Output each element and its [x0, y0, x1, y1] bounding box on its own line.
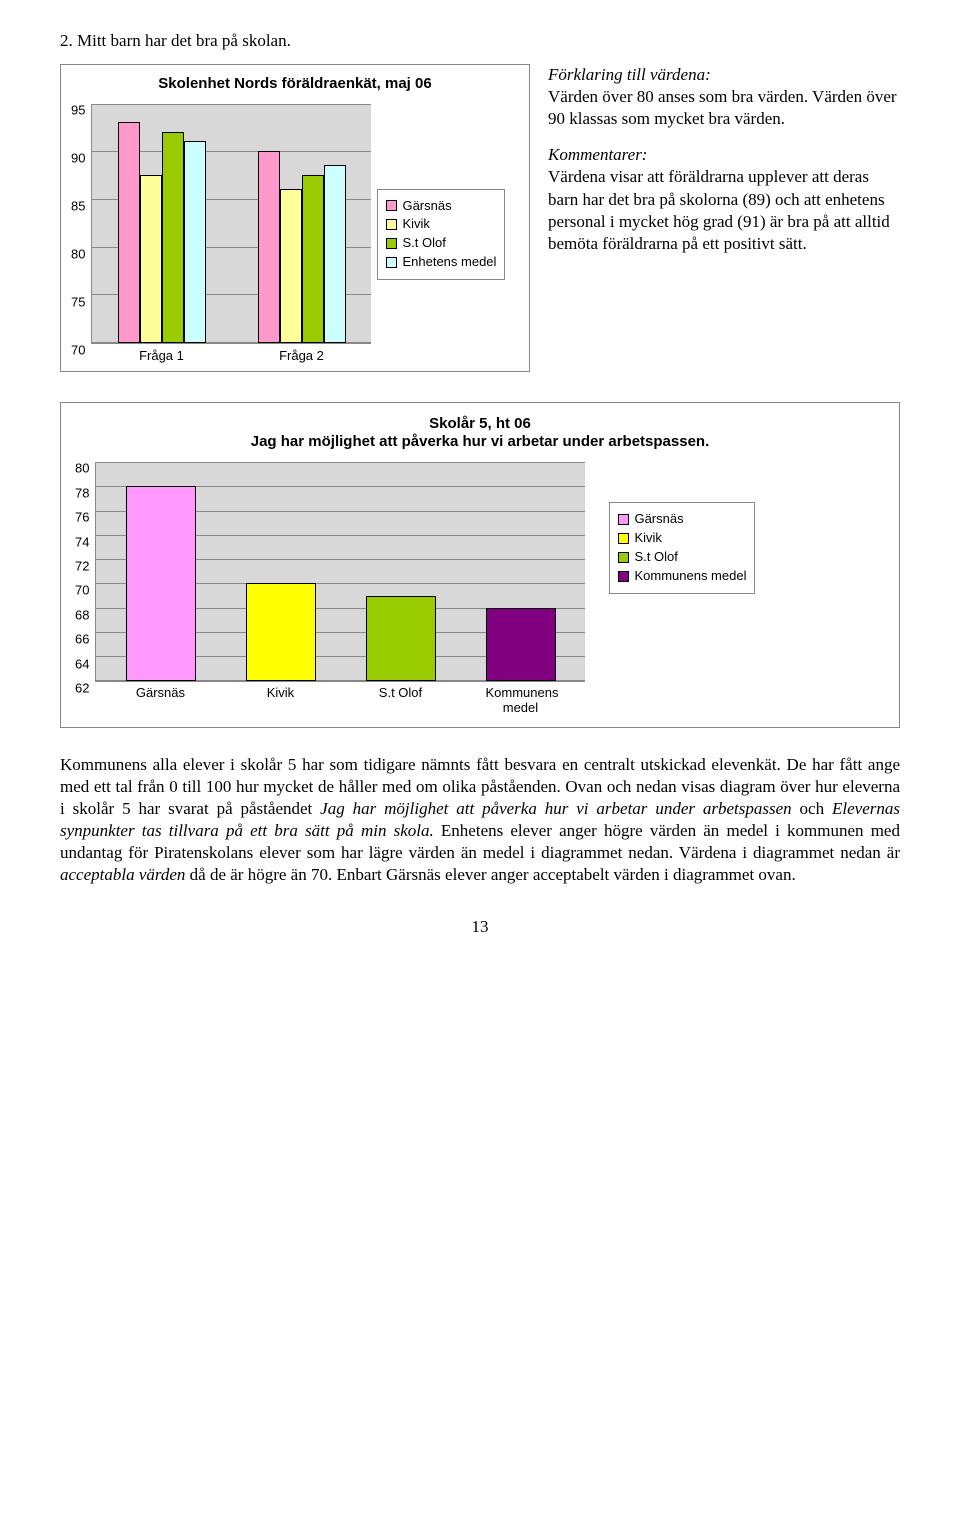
chart2-bar — [126, 486, 196, 682]
chart2-title: Skolår 5, ht 06Jag har möjlighet att påv… — [75, 415, 885, 453]
legend-swatch — [386, 200, 397, 211]
top-row: Skolenhet Nords föräldraenkät, maj 06 95… — [60, 64, 900, 372]
legend-label: Gärsnäs — [402, 198, 451, 215]
chart2-bar — [366, 596, 436, 682]
chart1-legend: GärsnäsKivik S.t Olof Enhetens medel — [377, 189, 505, 281]
chart2-bar — [486, 608, 556, 681]
explain-p1: Värden över 80 anses som bra värden. Vär… — [548, 87, 897, 128]
chart2-panel: Skolår 5, ht 06Jag har möjlighet att påv… — [60, 402, 900, 728]
chart2-legend-item: Kivik — [618, 530, 746, 547]
legend-label: Enhetens medel — [402, 254, 496, 271]
chart1-xlabel: Fråga 2 — [279, 348, 324, 365]
chart1-bar — [140, 175, 162, 343]
chart2-xlabel: Kommunensmedel — [485, 686, 555, 715]
page-number: 13 — [60, 916, 900, 938]
chart1-bar — [280, 189, 302, 343]
chart1-legend-item: S.t Olof — [386, 235, 496, 252]
chart1-xlabels: Fråga 1 Fråga 2 — [91, 344, 371, 365]
chart1-bar — [118, 122, 140, 343]
chart2-legend-item: S.t Olof — [618, 549, 746, 566]
legend-swatch — [386, 257, 397, 268]
legend-swatch — [386, 238, 397, 249]
body-text-3: då de är högre än 70. Enbart Gärsnäs ele… — [185, 865, 795, 884]
chart1-bar — [258, 151, 280, 343]
chart1-yaxis: 959085807570 — [71, 104, 91, 344]
chart1-panel: Skolenhet Nords föräldraenkät, maj 06 95… — [60, 64, 530, 372]
legend-label: Kivik — [402, 216, 429, 233]
legend-swatch — [386, 219, 397, 230]
chart2-plot — [95, 462, 585, 682]
chart1-plot — [91, 104, 371, 344]
legend-swatch — [618, 514, 629, 525]
chart1-legend-item: Kivik — [386, 216, 496, 233]
chart1-bar — [162, 132, 184, 343]
legend-swatch — [618, 571, 629, 582]
body-text-mid: och — [792, 799, 832, 818]
chart2-xlabel: Gärsnäs — [125, 686, 195, 715]
explain-kommentarer: Kommentarer: — [548, 145, 647, 164]
chart1-legend-item: Gärsnäs — [386, 198, 496, 215]
chart1-legend-item: Enhetens medel — [386, 254, 496, 271]
chart1-bar — [302, 175, 324, 343]
explanation-column: Förklaring till värdena: Värden över 80 … — [548, 64, 900, 269]
chart1-title: Skolenhet Nords föräldraenkät, maj 06 — [71, 75, 519, 94]
body-italic-3: acceptabla värden — [60, 865, 185, 884]
legend-label: S.t Olof — [634, 549, 677, 566]
legend-label: Kommunens medel — [634, 568, 746, 585]
explain-heading: Förklaring till värdena: — [548, 65, 711, 84]
legend-label: Kivik — [634, 530, 661, 547]
chart2-bar — [246, 583, 316, 681]
chart2-legend-item: Kommunens medel — [618, 568, 746, 585]
chart1-xlabel: Fråga 1 — [139, 348, 184, 365]
body-italic-1: Jag har möjlighet att påverka hur vi arb… — [320, 799, 792, 818]
body-paragraph: Kommunens alla elever i skolår 5 har som… — [60, 754, 900, 887]
chart2-legend-item: Gärsnäs — [618, 511, 746, 528]
explain-p2: Värdena visar att föräldrarna upplever a… — [548, 167, 890, 252]
legend-label: Gärsnäs — [634, 511, 683, 528]
legend-swatch — [618, 552, 629, 563]
legend-label: S.t Olof — [402, 235, 445, 252]
chart2-xlabel: Kivik — [245, 686, 315, 715]
legend-swatch — [618, 533, 629, 544]
chart2-xlabel: S.t Olof — [365, 686, 435, 715]
chart1-bar — [184, 141, 206, 343]
chart1-bar — [324, 165, 346, 343]
chart2-xlabels: Gärsnäs Kivik S.t Olof Kommunensmedel — [95, 682, 585, 715]
chart1-bar-group — [258, 151, 346, 343]
section-heading: 2. Mitt barn har det bra på skolan. — [60, 30, 900, 52]
chart2-legend: Gärsnäs Kivik S.t Olof Kommunens medel — [609, 502, 755, 594]
chart2-yaxis: 80787674727068666462 — [75, 462, 95, 682]
chart1-bar-group — [118, 122, 206, 343]
